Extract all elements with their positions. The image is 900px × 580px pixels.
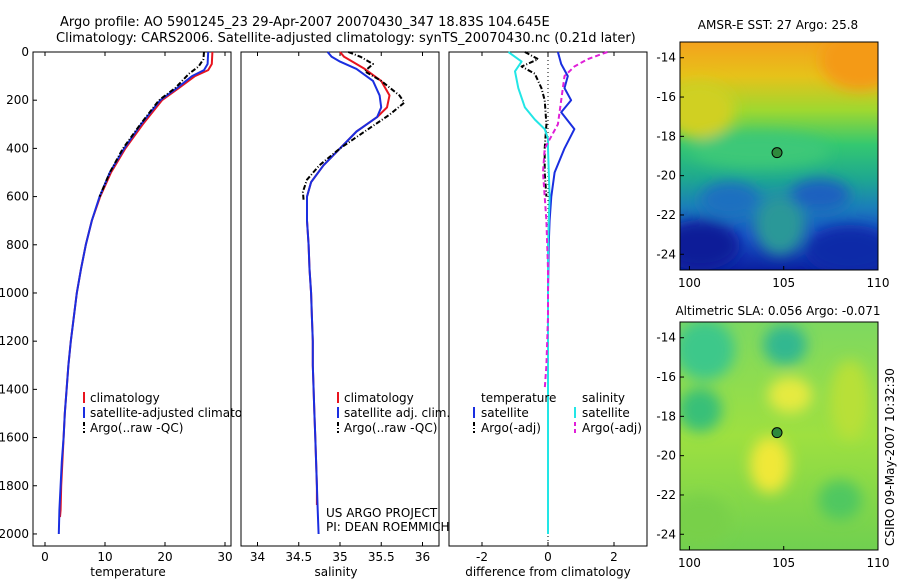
series-satellite-adjusted-climatology xyxy=(57,51,210,535)
sst-argo-marker xyxy=(771,147,783,159)
title-line-1: Argo profile: AO 5901245_23 29-Apr-2007 … xyxy=(60,15,550,30)
map-y-tick-label: -24 xyxy=(656,247,676,261)
salinity-axis-label: salinity xyxy=(314,565,357,579)
x-tick-label: 2 xyxy=(610,550,618,564)
sla-map-ticks: 100 105 110 -14 -16 -18 -20 -22 -24 xyxy=(656,331,889,570)
salinity-legend: climatology satellite adj. clim. Argo(..… xyxy=(337,391,450,435)
legend-title-salinity: salinity xyxy=(582,391,625,405)
y-tick-label: 1400 xyxy=(0,382,29,396)
temperature-axis-label: temperature xyxy=(90,565,165,579)
series-salinity-satellite xyxy=(507,51,551,534)
map-x-tick-label: 110 xyxy=(867,556,890,570)
legend-label-climatology: climatology xyxy=(90,391,160,405)
temperature-x-ticks: 0 10 20 30 xyxy=(41,52,233,564)
pi-annotation: PI: DEAN ROEMMICH xyxy=(326,520,449,534)
map-x-tick-label: 105 xyxy=(772,556,795,570)
map-y-tick-label: -14 xyxy=(656,51,676,65)
map-y-tick-label: -14 xyxy=(656,331,676,345)
y-tick-label: 0 xyxy=(21,45,29,59)
y-tick-label: 1800 xyxy=(0,479,29,493)
x-tick-label: 34 xyxy=(250,550,265,564)
difference-panel: -2 0 2 difference from climatology tempera… xyxy=(448,51,648,579)
x-tick-label: 35.5 xyxy=(368,550,395,564)
difference-axis-label: difference from climatology xyxy=(465,565,631,579)
series-satellite-adj-clim xyxy=(306,51,383,535)
x-tick-label: 36 xyxy=(415,550,430,564)
map-y-tick-label: -18 xyxy=(656,129,676,143)
y-tick-label: 400 xyxy=(6,141,29,155)
map-x-tick-label: 105 xyxy=(772,276,795,290)
map-y-tick-label: -20 xyxy=(656,169,676,183)
sla-map-frame xyxy=(679,321,879,551)
y-tick-label: 1600 xyxy=(0,431,29,445)
temperature-panel: 0 200 400 600 800 1000 1200 1400 1600 1800 2000 0 1… xyxy=(0,45,268,579)
salinity-panel: 34 34.5 35 35.5 36 salinity climatology sate… xyxy=(240,51,450,579)
sst-heatmap-field xyxy=(680,42,878,270)
legend-label-sal-satellite: satellite xyxy=(582,406,630,420)
map-y-tick-label: -18 xyxy=(656,409,676,423)
series-salinity-argo-adj xyxy=(542,51,608,390)
y-tick-label: 600 xyxy=(6,190,29,204)
map-y-tick-label: -22 xyxy=(656,208,676,222)
salinity-axes-box xyxy=(240,51,440,547)
map-x-tick-label: 100 xyxy=(678,556,701,570)
legend-label-sal-argo: Argo(-adj) xyxy=(582,421,642,435)
csiro-timestamp: CSIRO 09-May-2007 10:32:30 xyxy=(883,368,897,546)
depth-tick-labels: 0 200 400 600 800 1000 1200 1400 1600 1800 2000 xyxy=(0,45,37,541)
y-tick-label: 1200 xyxy=(0,334,29,348)
difference-x-ticks: -2 0 2 xyxy=(476,52,618,564)
legend-label-satellite-adj: satellite adj. clim. xyxy=(344,406,450,420)
y-tick-label: 200 xyxy=(6,93,29,107)
sla-map-title: Altimetric SLA: 0.056 Argo: -0.071 xyxy=(675,304,880,318)
map-y-tick-label: -16 xyxy=(656,370,676,384)
difference-legend: temperature salinity satellite Argo(-adj… xyxy=(473,391,642,435)
series-temperature-argo-adj xyxy=(520,51,548,197)
map-y-tick-label: -24 xyxy=(656,527,676,541)
legend-label-climatology: climatology xyxy=(344,391,414,405)
sst-map-title: AMSR-E SST: 27 Argo: 25.8 xyxy=(698,18,858,32)
sst-map-frame xyxy=(679,41,879,271)
legend-label-temp-satellite: satellite xyxy=(481,406,529,420)
x-tick-label: -2 xyxy=(476,550,488,564)
map-y-tick-label: -22 xyxy=(656,488,676,502)
y-tick-label: 1000 xyxy=(0,286,29,300)
sst-map-panel: AMSR-E SST: 27 Argo: 25.8 100 105 110 -14 -1… xyxy=(656,18,889,290)
legend-label-argo: Argo(..raw -QC) xyxy=(344,421,437,435)
project-annotation: US ARGO PROJECT xyxy=(326,506,438,520)
legend-label-satellite-adjusted: satellite-adjusted climatology xyxy=(90,406,268,420)
x-tick-label: 20 xyxy=(157,550,172,564)
legend-title-temperature: temperature xyxy=(481,391,556,405)
map-x-tick-label: 110 xyxy=(867,276,890,290)
difference-series xyxy=(507,51,608,534)
series-argo-raw-qc xyxy=(98,51,205,197)
legend-label-argo: Argo(..raw -QC) xyxy=(90,421,183,435)
x-tick-label: 0 xyxy=(41,550,49,564)
title-line-2: Climatology: CARS2006. Satellite-adjuste… xyxy=(56,31,636,46)
y-tick-label: 2000 xyxy=(0,527,29,541)
sla-heatmap-field xyxy=(680,322,878,550)
y-tick-label: 800 xyxy=(6,238,29,252)
x-tick-label: 10 xyxy=(97,550,112,564)
map-y-tick-label: -16 xyxy=(656,90,676,104)
map-y-tick-label: -20 xyxy=(656,449,676,463)
sst-map-ticks: 100 105 110 -14 -16 -18 -20 -22 -24 xyxy=(656,51,889,290)
temperature-legend: climatology satellite-adjusted climatolo… xyxy=(83,391,268,435)
map-x-tick-label: 100 xyxy=(678,276,701,290)
x-tick-label: 0 xyxy=(544,550,552,564)
x-tick-label: 35 xyxy=(332,550,347,564)
x-tick-label: 30 xyxy=(217,550,232,564)
salinity-x-ticks: 34 34.5 35 35.5 36 xyxy=(250,52,430,564)
series-argo-raw-qc xyxy=(301,51,406,202)
sla-argo-marker xyxy=(771,427,783,439)
sla-map-panel: Altimetric SLA: 0.056 Argo: -0.071 100 10… xyxy=(656,304,889,570)
temperature-series xyxy=(57,51,214,535)
salinity-series xyxy=(301,51,406,535)
legend-label-temp-argo: Argo(-adj) xyxy=(481,421,541,435)
x-tick-label: 34.5 xyxy=(285,550,312,564)
